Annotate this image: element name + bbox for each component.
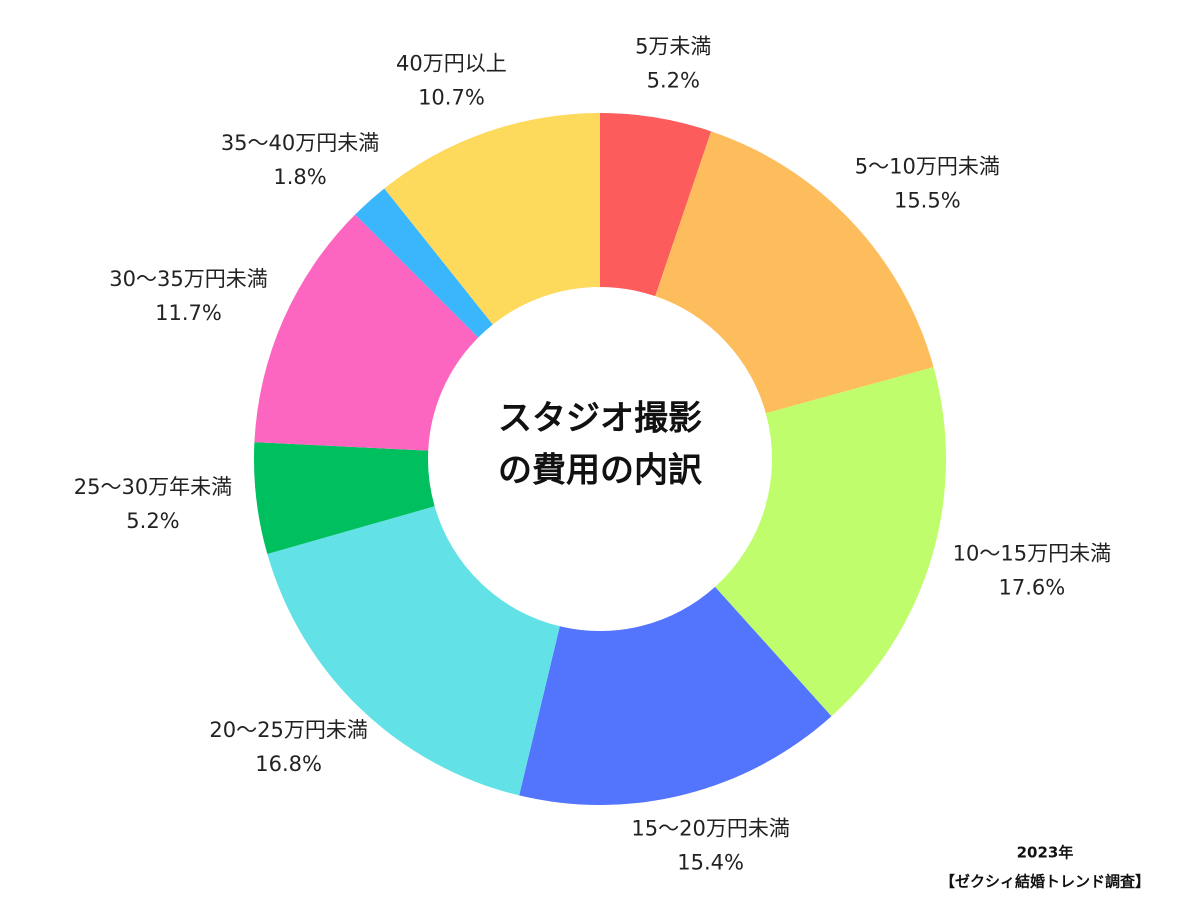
donut-slice: [384, 113, 600, 325]
chart-title: の費用の内訳: [498, 451, 703, 491]
slice-label: 20～25万円未満: [209, 718, 367, 742]
slice-label: 15～20万円未満: [631, 817, 789, 841]
slice-value-label: 16.8%: [255, 752, 322, 776]
slice-label: 5～10万円未満: [855, 155, 1000, 179]
donut: [253, 113, 946, 806]
slice-label: 10～15万円未満: [953, 541, 1111, 565]
source-note: 【ゼクシィ結婚トレンド調査】: [940, 873, 1150, 891]
slice-value-label: 5.2%: [647, 68, 700, 92]
donut-slice: [355, 188, 493, 338]
slice-value-label: 5.2%: [126, 509, 179, 533]
slice-value-label: 10.7%: [418, 85, 485, 109]
donut-slice: [254, 214, 479, 451]
slice-label: 40万円以上: [396, 51, 507, 75]
chart-title: スタジオ撮影: [498, 399, 702, 439]
slice-value-label: 11.7%: [155, 301, 222, 325]
slice-value-label: 15.4%: [677, 851, 744, 875]
source-note: 2023年: [1017, 844, 1074, 862]
slice-label: 35～40万円未満: [221, 131, 379, 155]
slice-label: 30～35万円未満: [109, 267, 267, 291]
slice-value-label: 17.6%: [999, 575, 1066, 599]
slice-label: 25～30万年未満: [74, 475, 232, 499]
donut-slice: [253, 442, 435, 555]
donut-slice: [600, 113, 712, 297]
donut-slice: [519, 586, 832, 806]
donut-slice: [655, 131, 934, 414]
donut-slice: [715, 367, 946, 717]
slice-value-label: 15.5%: [894, 189, 961, 213]
donut-slice: [267, 506, 560, 796]
slice-value-label: 1.8%: [273, 165, 326, 189]
slice-label: 5万未満: [635, 34, 711, 58]
